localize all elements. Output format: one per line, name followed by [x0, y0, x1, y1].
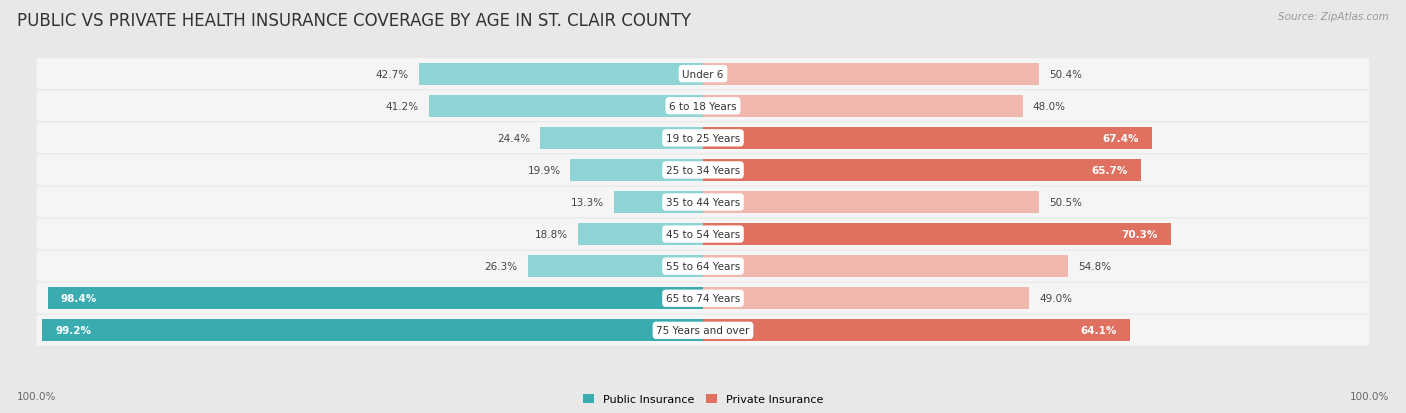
FancyBboxPatch shape [37, 251, 1369, 282]
Text: 50.4%: 50.4% [1049, 69, 1081, 79]
FancyBboxPatch shape [37, 155, 1369, 186]
Bar [703, 320, 1130, 342]
Text: 41.2%: 41.2% [385, 102, 419, 112]
Bar [703, 256, 1069, 278]
Text: 19.9%: 19.9% [527, 166, 561, 176]
Bar [703, 287, 1029, 309]
Text: 98.4%: 98.4% [60, 294, 97, 304]
Text: 67.4%: 67.4% [1102, 133, 1139, 143]
Text: 45 to 54 Years: 45 to 54 Years [666, 230, 740, 240]
FancyBboxPatch shape [37, 91, 1369, 122]
FancyBboxPatch shape [37, 187, 1369, 218]
Text: 49.0%: 49.0% [1039, 294, 1073, 304]
FancyBboxPatch shape [37, 123, 1369, 154]
Text: 42.7%: 42.7% [375, 69, 409, 79]
Text: Under 6: Under 6 [682, 69, 724, 79]
Text: 19 to 25 Years: 19 to 25 Years [666, 133, 740, 143]
Bar [703, 64, 1039, 85]
Bar [614, 192, 703, 214]
FancyBboxPatch shape [37, 283, 1369, 314]
Text: PUBLIC VS PRIVATE HEALTH INSURANCE COVERAGE BY AGE IN ST. CLAIR COUNTY: PUBLIC VS PRIVATE HEALTH INSURANCE COVER… [17, 12, 690, 30]
Bar [48, 287, 703, 309]
Text: 70.3%: 70.3% [1122, 230, 1159, 240]
Text: 50.5%: 50.5% [1049, 197, 1083, 207]
Text: 100.0%: 100.0% [1350, 391, 1389, 401]
Text: 13.3%: 13.3% [571, 197, 605, 207]
Bar [42, 320, 703, 342]
Text: 75 Years and over: 75 Years and over [657, 325, 749, 335]
FancyBboxPatch shape [37, 315, 1369, 346]
Text: 48.0%: 48.0% [1033, 102, 1066, 112]
Text: 65.7%: 65.7% [1091, 166, 1128, 176]
Bar [419, 64, 703, 85]
Bar [703, 159, 1140, 181]
Text: 18.8%: 18.8% [534, 230, 568, 240]
Bar [429, 96, 703, 117]
Text: 26.3%: 26.3% [485, 261, 517, 271]
FancyBboxPatch shape [37, 219, 1369, 250]
Bar [527, 256, 703, 278]
Text: 55 to 64 Years: 55 to 64 Years [666, 261, 740, 271]
Bar [540, 128, 703, 150]
Text: Source: ZipAtlas.com: Source: ZipAtlas.com [1278, 12, 1389, 22]
Bar [703, 128, 1152, 150]
Bar [571, 159, 703, 181]
Text: 64.1%: 64.1% [1080, 325, 1116, 335]
Legend: Public Insurance, Private Insurance: Public Insurance, Private Insurance [579, 389, 827, 409]
Text: 35 to 44 Years: 35 to 44 Years [666, 197, 740, 207]
Bar [578, 223, 703, 245]
Text: 25 to 34 Years: 25 to 34 Years [666, 166, 740, 176]
Bar [703, 223, 1171, 245]
Bar [703, 96, 1022, 117]
Bar [703, 192, 1039, 214]
Text: 99.2%: 99.2% [55, 325, 91, 335]
FancyBboxPatch shape [37, 59, 1369, 90]
Text: 65 to 74 Years: 65 to 74 Years [666, 294, 740, 304]
Text: 24.4%: 24.4% [498, 133, 530, 143]
Text: 100.0%: 100.0% [17, 391, 56, 401]
Text: 6 to 18 Years: 6 to 18 Years [669, 102, 737, 112]
Text: 54.8%: 54.8% [1078, 261, 1111, 271]
